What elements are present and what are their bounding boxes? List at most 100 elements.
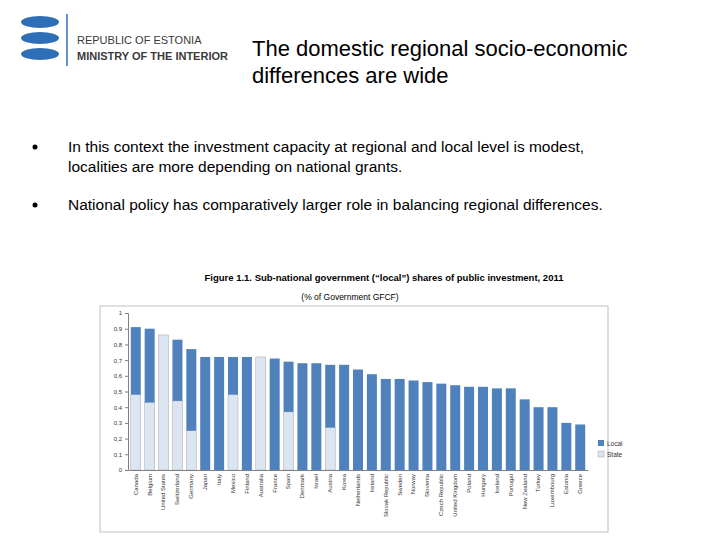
x-tick-label: Germany <box>188 474 194 499</box>
y-tick-label: 0,1 <box>114 452 123 458</box>
bar <box>284 362 294 412</box>
bar <box>422 382 432 470</box>
bullet-dot <box>33 203 38 208</box>
x-tick-label: Iceland <box>494 474 500 493</box>
y-tick-label: 0 <box>119 467 123 473</box>
bar <box>256 357 266 470</box>
y-tick: 0,7 <box>114 358 128 364</box>
x-tick: Portugal <box>508 474 514 496</box>
x-tick-label: Hungary <box>480 474 486 497</box>
bar <box>478 387 488 470</box>
x-axis: CanadaBelgiumUnited StatesSwitzerlandGer… <box>129 471 589 518</box>
y-tick-label: 0,5 <box>114 389 123 395</box>
y-tick-mark <box>125 392 128 393</box>
bar <box>228 357 238 395</box>
bar <box>381 379 391 470</box>
y-tick-label: 0,6 <box>114 373 123 379</box>
logo-text: MINISTRY OF THE INTERIOR <box>77 50 228 62</box>
bar <box>395 379 405 470</box>
y-axis: 00,10,20,30,40,50,60,70,80,91 <box>114 310 129 473</box>
bar <box>186 349 196 431</box>
bar <box>297 363 307 470</box>
bar <box>186 431 196 470</box>
x-tick-label: New Zealand <box>522 474 528 509</box>
logo-lion <box>21 48 59 60</box>
y-tick: 0,8 <box>114 342 128 348</box>
slide-title: The domestic regional socio-economic <box>252 36 627 61</box>
bar <box>575 424 585 470</box>
y-tick: 0,9 <box>114 326 128 332</box>
x-tick-label: Poland <box>466 474 472 493</box>
x-tick: Mexico <box>230 473 236 493</box>
x-tick: Belgium <box>147 474 153 496</box>
x-tick: Estonia <box>563 473 569 494</box>
x-tick-label: Austria <box>327 473 333 492</box>
x-tick-label: Ireland <box>369 474 375 492</box>
x-tick-label: Mexico <box>230 473 236 493</box>
x-tick: New Zealand <box>522 474 528 509</box>
x-tick: Australia <box>258 473 264 497</box>
legend-swatch <box>598 451 604 457</box>
logo-lion <box>21 32 59 44</box>
x-tick-label: Israel <box>313 474 319 489</box>
x-tick: Finland <box>244 474 250 494</box>
bullet-text: In this context the investment capacity … <box>68 138 584 155</box>
bar <box>409 381 419 470</box>
y-tick-label: 0,7 <box>114 358 123 364</box>
y-tick-mark <box>125 423 128 424</box>
slide: REPUBLIC OF ESTONIAMINISTRY OF THE INTER… <box>0 0 720 540</box>
x-tick-label: Slovak Republic <box>383 474 389 517</box>
bar <box>367 374 377 470</box>
x-tick: Slovenia <box>424 473 430 497</box>
legend-label: Local <box>607 440 623 447</box>
y-tick: 1 <box>119 310 128 316</box>
x-tick-label: Turkey <box>535 474 541 492</box>
y-tick-mark <box>125 360 128 361</box>
x-tick: Turkey <box>535 474 541 492</box>
x-tick: Germany <box>188 474 194 499</box>
y-tick-mark <box>125 344 128 345</box>
x-tick: Slovak Republic <box>383 474 389 517</box>
bar <box>547 407 557 470</box>
bar <box>561 423 571 470</box>
x-tick: Hungary <box>480 474 486 497</box>
logo-lion <box>21 16 59 28</box>
slide-title: differences are wide <box>252 63 449 88</box>
x-tick-label: Finland <box>244 474 250 494</box>
bars <box>131 327 585 470</box>
x-tick-label: Korea <box>341 473 347 490</box>
chart-subtitle: (% of Government GFCF) <box>301 292 398 302</box>
legend-swatch <box>598 440 604 446</box>
x-tick: France <box>272 473 278 492</box>
bar <box>325 365 335 428</box>
bar <box>172 340 182 401</box>
x-tick-label: Luxembourg <box>549 474 555 507</box>
y-tick-mark <box>125 439 128 440</box>
y-tick-mark <box>125 407 128 408</box>
y-tick-label: 0,9 <box>114 326 123 332</box>
y-tick: 0,2 <box>114 436 128 442</box>
x-tick: Denmark <box>299 473 305 498</box>
x-tick: Luxembourg <box>549 474 555 507</box>
x-tick-label: Australia <box>258 473 264 497</box>
x-tick-label: Portugal <box>508 474 514 496</box>
x-tick-label: Slovenia <box>424 473 430 497</box>
x-tick: Israel <box>313 474 319 489</box>
bar <box>256 356 266 357</box>
x-tick-label: Norway <box>410 474 416 494</box>
bar <box>270 359 280 470</box>
y-tick-mark <box>125 313 128 314</box>
y-tick: 0,3 <box>114 420 128 426</box>
x-tick-label: Spain <box>285 474 291 489</box>
x-tick-label: Estonia <box>563 473 569 494</box>
bar <box>159 334 169 335</box>
x-tick: Japan <box>202 474 208 490</box>
bar <box>353 370 363 470</box>
x-tick-label: United States <box>160 474 166 510</box>
bar <box>325 428 335 470</box>
bar <box>145 402 155 470</box>
bar <box>131 327 141 395</box>
x-tick-label: Italy <box>216 474 222 485</box>
bar <box>145 329 155 403</box>
bar <box>311 363 321 470</box>
